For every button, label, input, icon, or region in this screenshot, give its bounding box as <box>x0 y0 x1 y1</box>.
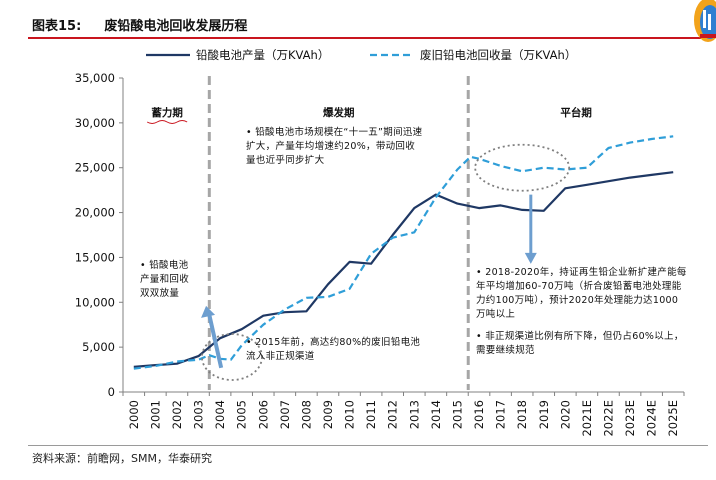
axes-layer: 0 5,000 10,000 15,000 20,000 25,000 30,000 35,0… <box>75 71 685 437</box>
y-tick-label: 0 <box>108 385 115 399</box>
annotation-capacity: • 2018-2020年，持证再生铅企业新扩建产能每年平均增加60-70万吨（折… <box>476 267 687 320</box>
phase-label: 平台期 <box>560 106 592 119</box>
decoration-layer <box>201 143 571 381</box>
y-tick-label: 20,000 <box>75 206 115 220</box>
figure-label: 图表15: <box>32 19 82 34</box>
series-production-line <box>133 171 674 368</box>
x-tick-label: 2005 <box>235 400 249 429</box>
highlight-ellipse-2018 <box>474 143 571 192</box>
arrow-up-head-icon <box>201 305 216 318</box>
series-layer <box>133 135 674 370</box>
x-tick-label: 2021E <box>580 400 594 437</box>
x-tick-label: 2009 <box>321 400 335 429</box>
annotation-boom: • 铅酸电池市场规模在“十一五”期间迅速扩大，产量年均增速约20%，带动回收量也… <box>246 127 423 166</box>
y-tick-label: 10,000 <box>75 295 115 309</box>
x-tick-label: 2022E <box>601 400 615 437</box>
x-tick-label: 2025E <box>666 400 680 437</box>
arrow-down-head-icon <box>524 252 537 264</box>
x-tick-label: 2012 <box>386 400 400 429</box>
x-tick-label: 2018 <box>515 400 529 429</box>
y-tick-label: 35,000 <box>75 71 115 85</box>
source-note: 资料来源：前瞻网，SMM，华泰研究 <box>32 452 212 465</box>
legend-label-production: 铅酸电池产量（万KVAh） <box>196 48 329 62</box>
annotation-early: • 铅酸电池产量和回收双双放量 <box>140 260 190 299</box>
legend-label-recycling: 废旧铅电池回收量（万KVAh） <box>420 48 576 62</box>
x-tick-label: 2023E <box>623 400 637 437</box>
figure-title-text: 废铅酸电池回收发展历程 <box>104 19 248 34</box>
highlight-ellipse-2004 <box>201 333 263 381</box>
x-tick-label: 2024E <box>645 400 659 437</box>
x-tick-label: 2020 <box>558 400 572 429</box>
arrow-up-shaft <box>207 313 224 369</box>
x-tick-label: 2004 <box>213 400 227 429</box>
x-tick-label: 2003 <box>192 400 206 429</box>
x-tick-label: 2015 <box>450 400 464 429</box>
y-tick-label: 30,000 <box>75 116 115 130</box>
x-tick-label: 2010 <box>343 400 357 429</box>
phase-label: 爆发期 <box>323 106 355 119</box>
x-tick-label: 2000 <box>127 400 141 429</box>
x-tick-label: 2006 <box>256 400 270 429</box>
source-rule <box>28 445 708 446</box>
x-tick-label: 2002 <box>170 400 184 429</box>
x-tick-label: 2014 <box>429 400 443 429</box>
title-rule <box>28 37 706 39</box>
y-tick-label: 5,000 <box>82 340 115 354</box>
phase-layer: 蓄力期 爆发期 平台期 <box>146 76 592 390</box>
x-tick-label: 2007 <box>278 400 292 429</box>
x-tick-label: 2011 <box>364 400 378 429</box>
series-recycling-line <box>133 135 674 370</box>
y-tick-label: 25,000 <box>75 161 115 175</box>
x-tick-label: 2016 <box>472 400 486 429</box>
brand-corner-logo-icon <box>694 0 716 42</box>
x-tick-label: 2013 <box>407 400 421 429</box>
x-tick-label: 2008 <box>299 400 313 429</box>
legend: 铅酸电池产量（万KVAh） 废旧铅电池回收量（万KVAh） <box>146 48 576 62</box>
x-tick-label: 2017 <box>494 400 508 429</box>
figure-title: 图表15: 废铅酸电池回收发展历程 <box>32 15 247 34</box>
annotation-pre2015: • 2015年前，高达约80%的废旧铅电池流入非正规渠道 <box>246 337 421 362</box>
phase-label-underline <box>146 120 188 124</box>
annotation-informal: • 非正规渠道比例有所下降，但仍占60%以上，需要继续规范 <box>476 331 684 356</box>
y-tick-label: 15,000 <box>75 250 115 264</box>
x-tick-label: 2019 <box>537 400 551 429</box>
x-tick-label: 2001 <box>148 400 162 429</box>
phase-label: 蓄力期 <box>151 106 183 119</box>
